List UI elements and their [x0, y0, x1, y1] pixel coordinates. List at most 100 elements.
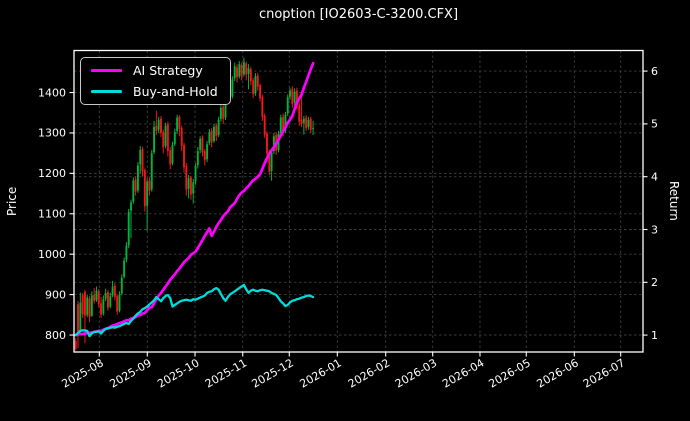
candle-up — [139, 145, 142, 174]
return-tick-label: 3 — [651, 223, 658, 236]
price-tick-label: 1300 — [38, 127, 66, 140]
x-tick-label: 2026-07 — [581, 356, 627, 390]
legend-item-ai-strategy: AI Strategy — [81, 62, 230, 79]
candle-down — [116, 294, 119, 315]
candle-up — [238, 61, 241, 79]
candle-up — [307, 116, 310, 130]
candle-up — [217, 116, 220, 137]
price-tick-label: 1400 — [38, 86, 66, 99]
candle-up — [272, 132, 275, 154]
x-tick-label: 2025-09 — [107, 356, 153, 390]
candle-down — [100, 297, 103, 319]
candle-down — [178, 115, 181, 137]
axes-spines — [73, 49, 644, 353]
candle-up — [120, 274, 123, 296]
x-tick-label: 2026-02 — [346, 356, 392, 390]
candle-down — [309, 116, 312, 133]
candle-up — [125, 242, 128, 263]
candle-up — [233, 62, 236, 82]
candle-down — [93, 288, 96, 304]
price-tick-label: 900 — [45, 288, 66, 301]
x-tick-label: 2025-08 — [60, 356, 106, 390]
x-tick-label: 2026-04 — [440, 356, 486, 390]
price-tick-label: 1200 — [38, 167, 66, 180]
candle-down — [113, 283, 116, 301]
candle-up — [118, 291, 121, 313]
price-tick-label: 800 — [45, 329, 66, 342]
candle-up — [153, 120, 156, 154]
candle-down — [107, 290, 109, 311]
candle-up — [279, 114, 282, 135]
candle-up — [231, 76, 234, 99]
candle-down — [210, 128, 213, 148]
chart-title: cnoption [IO2603-C-3200.CFX] — [258, 7, 459, 22]
x-tick-label: 2026-05 — [486, 356, 532, 390]
return-tick-label: 1 — [651, 329, 658, 342]
candle-down — [300, 94, 303, 127]
candle-up — [130, 199, 132, 239]
candle-up — [173, 128, 176, 146]
ai-strategy-line — [74, 61, 315, 337]
x-tick-label: 2026-03 — [393, 356, 439, 390]
candle-down — [245, 61, 248, 81]
candle-up — [146, 178, 149, 231]
candle-down — [88, 296, 91, 323]
candle-up — [196, 147, 199, 169]
left-axis-title: Price — [5, 186, 19, 216]
legend-item-buy-and-hold: Buy-and-Hold — [81, 83, 230, 100]
candle-up — [104, 288, 107, 302]
candle-up — [157, 116, 160, 133]
candle-up — [247, 64, 250, 90]
candle-down — [160, 115, 162, 137]
candle-up — [187, 174, 190, 199]
candle-down — [166, 121, 169, 157]
candle-up — [171, 141, 174, 166]
candle-up — [132, 177, 135, 204]
candle-down — [143, 168, 146, 212]
candle-up — [123, 257, 126, 279]
legend-label: Buy-and-Hold — [133, 84, 218, 99]
price-tick-label: 1000 — [38, 248, 66, 261]
candle-down — [249, 66, 252, 86]
candle-up — [109, 292, 112, 309]
candle-up — [289, 87, 291, 100]
candle-down — [201, 135, 204, 157]
candle-up — [164, 122, 167, 149]
candle-up — [302, 115, 305, 135]
x-tick-label: 2026-06 — [535, 356, 581, 390]
buy-and-hold-line-swatch — [91, 90, 122, 93]
candle-up — [213, 124, 215, 144]
candle-up — [270, 149, 273, 181]
return-tick-label: 2 — [651, 276, 658, 289]
candle-up — [242, 57, 245, 77]
return-tick-label: 5 — [651, 118, 658, 131]
candle-down — [183, 142, 185, 173]
candle-up — [127, 208, 130, 249]
candle-up — [111, 280, 114, 298]
candle-down — [263, 113, 266, 138]
candle-down — [169, 147, 172, 170]
candle-down — [155, 110, 158, 135]
candle-down — [74, 338, 77, 351]
candle-up — [79, 292, 82, 333]
candle-down — [185, 162, 188, 196]
legend: AI Strategy Buy-and-Hold — [80, 57, 231, 105]
candle-down — [261, 94, 264, 121]
candle-up — [176, 114, 179, 134]
x-tick-label: 2026-01 — [298, 356, 344, 390]
x-tick-label: 2025-12 — [249, 356, 295, 390]
candle-up — [150, 149, 153, 192]
candle-down — [240, 62, 243, 81]
candle-up — [136, 162, 139, 193]
price-tick-label: 1100 — [38, 208, 66, 221]
candles-layer — [74, 57, 315, 351]
candle-down — [81, 292, 84, 319]
x-tick-label: 2025-11 — [203, 356, 249, 390]
candle-down — [259, 83, 262, 102]
candle-up — [95, 286, 98, 302]
candle-down — [189, 175, 192, 200]
candle-down — [97, 288, 100, 308]
return-tick-label: 6 — [651, 65, 658, 78]
